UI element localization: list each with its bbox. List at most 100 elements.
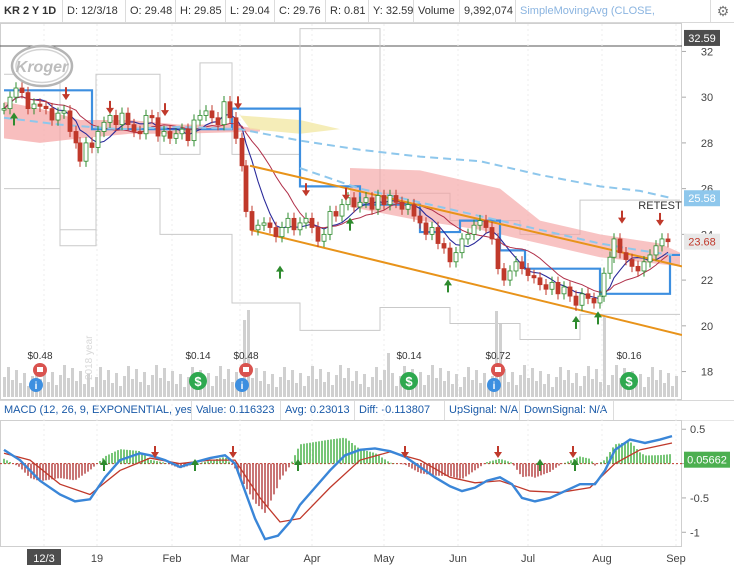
volume-bar <box>79 371 82 397</box>
candle-body <box>387 195 393 206</box>
y-readout: Y: 32.59 <box>369 0 414 22</box>
price-tag: 32.59 <box>684 29 720 46</box>
volume-bar <box>371 377 374 397</box>
volume-bar <box>115 373 118 397</box>
cloud-area-yellow <box>240 115 340 134</box>
candle-body <box>25 92 31 110</box>
x-tick-label: Mar <box>231 553 250 565</box>
volume-bar <box>227 369 230 397</box>
dividend-label: $0.72 <box>485 351 510 362</box>
sma-dashed-line <box>3 116 673 200</box>
earnings-icon <box>33 363 47 377</box>
volume-bar <box>319 369 322 397</box>
dividend-label: $0.48 <box>27 351 52 362</box>
volume-bar <box>487 386 490 397</box>
candle-body <box>591 297 597 304</box>
volume-bar <box>207 373 210 397</box>
candle-body <box>327 211 333 235</box>
gear-icon[interactable]: ⚙ <box>716 3 730 19</box>
sell-arrow-icon <box>62 87 70 101</box>
macd-tick-label: 0.5 <box>690 424 705 436</box>
volume-bar <box>95 377 98 397</box>
high-readout: H: 29.85 <box>176 0 226 22</box>
candle-body <box>243 165 249 212</box>
candle-body <box>507 270 513 281</box>
volume-bar <box>467 367 470 397</box>
x-tick-label: Apr <box>303 553 320 565</box>
buy-arrow-icon <box>346 217 354 231</box>
sma-study-label[interactable]: SimpleMovingAvg (CLOSE, <box>516 0 711 22</box>
candle-body <box>125 112 131 126</box>
candle-body <box>411 204 417 217</box>
svg-text:i: i <box>493 381 496 392</box>
macd-buy-arrow-icon <box>294 459 302 471</box>
volume-bar <box>503 369 506 397</box>
volume-bar <box>395 386 398 397</box>
volume-bar <box>331 385 334 397</box>
volume-bar <box>275 387 278 397</box>
year-watermark: 2018 year <box>84 335 95 380</box>
volume-bar <box>203 383 206 397</box>
volume-bar <box>159 378 162 397</box>
price-axis: 1820222426283032 <box>682 46 713 379</box>
volume-bar <box>279 377 282 397</box>
svg-text:$: $ <box>405 374 413 389</box>
macd-line <box>3 434 673 541</box>
volume-bar <box>539 371 542 397</box>
candle-body <box>43 105 49 110</box>
sell-arrow-icon <box>106 100 114 114</box>
low-readout: L: 29.04 <box>226 0 275 22</box>
candle-body <box>249 211 255 231</box>
volume-bar <box>391 373 394 397</box>
candle-body <box>55 112 61 121</box>
macd-sell-arrow-icon <box>229 446 237 458</box>
sell-arrow-icon <box>656 212 664 226</box>
volume-bar <box>571 383 574 397</box>
candle-body <box>101 121 107 132</box>
candle-body <box>1 108 7 111</box>
price-plot-frame <box>0 23 682 400</box>
volume-bar <box>339 365 342 397</box>
candle-body <box>227 101 233 119</box>
volume-value: 9,392,074 <box>460 0 516 22</box>
x-axis: 12/3 19 Feb Mar Apr May Jun Jul Aug Sep <box>27 24 686 565</box>
candle-body <box>273 227 279 238</box>
x-tick-label: Feb <box>163 553 182 565</box>
candle-body <box>483 220 489 228</box>
candle-body <box>399 201 405 210</box>
volume-bar <box>351 381 354 397</box>
sell-arrow-icon <box>618 210 626 224</box>
volume-bar <box>447 371 450 397</box>
candle-body <box>143 115 149 135</box>
volume-bar <box>423 385 426 397</box>
retest-annotation: RETEST <box>638 200 682 212</box>
volume-bar <box>83 384 86 397</box>
candle-body <box>107 115 113 123</box>
x-tick-label: Jul <box>521 553 535 565</box>
volume-bar <box>659 370 662 397</box>
open-readout: O: 29.48 <box>126 0 176 22</box>
candle-body <box>453 252 459 263</box>
candle-body <box>291 217 297 231</box>
volume-bar <box>451 384 454 397</box>
volume-bar <box>463 377 466 397</box>
candle-body <box>37 103 43 107</box>
candle-body <box>197 115 203 121</box>
candle-body <box>167 131 173 139</box>
volume-bar <box>183 387 186 397</box>
volume-bar <box>307 376 310 397</box>
volume-bar <box>507 382 510 397</box>
symbol-label[interactable]: KR 2 Y 1D <box>0 0 63 22</box>
candle-body <box>161 131 167 137</box>
candle-body <box>659 238 665 247</box>
volume-bar <box>211 386 214 397</box>
candle-body <box>19 87 25 93</box>
volume-bar <box>187 377 190 397</box>
svg-text:$: $ <box>625 374 633 389</box>
candle-body <box>149 115 155 119</box>
trend-channel-line <box>249 164 682 268</box>
volume-bar <box>495 311 498 397</box>
candle-body <box>513 261 519 272</box>
volume-bar <box>3 377 6 397</box>
